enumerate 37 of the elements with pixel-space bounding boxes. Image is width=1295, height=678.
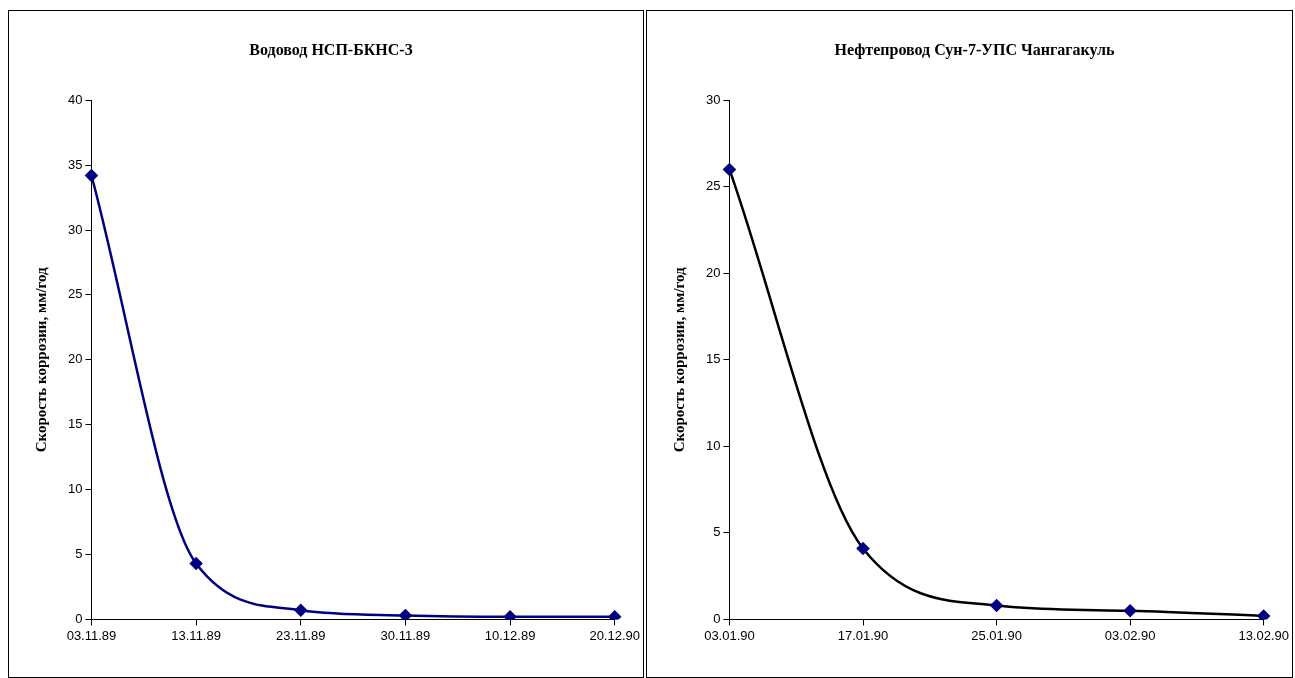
chart-title: Водовод НСП-БКНС-3: [249, 40, 413, 58]
y-tick-label: 0: [713, 610, 721, 626]
y-tick-label: 15: [67, 416, 83, 432]
point: [189, 557, 203, 570]
y-tick-label: 20: [705, 264, 721, 280]
y-axis-title: Скорость коррозии, мм/год: [32, 266, 49, 453]
x-tick-label: 03.01.90: [704, 627, 755, 643]
x-tick-label: 25.01.90: [971, 627, 1022, 643]
y-tick-label: 30: [705, 91, 721, 107]
y-tick-label: 25: [67, 286, 83, 302]
x-tick-label: 17.01.90: [837, 627, 889, 643]
y-tick-label: 30: [67, 221, 83, 237]
x-tick-label: 13.11.89: [171, 627, 221, 643]
x-tick-label: 13.02.90: [1238, 627, 1289, 643]
point: [294, 604, 308, 617]
x-tick-label: 03.02.90: [1104, 627, 1156, 643]
x-tick-label: 03.11.89: [66, 627, 117, 643]
x-tick-label: 30.11.89: [380, 627, 431, 643]
point: [399, 609, 412, 620]
x-tick-label: 20.12.90: [589, 627, 640, 643]
y-tick-label: 5: [75, 546, 83, 562]
y-axis-title: Скорость коррозии, мм/год: [670, 266, 687, 453]
chart-title: Нефтепровод Сун-7-УПС Чангагакуль: [834, 40, 1116, 59]
point: [85, 169, 98, 182]
point: [503, 610, 517, 620]
x-tick-label: 10.12.89: [484, 627, 536, 643]
y-tick-label: 10: [705, 437, 721, 453]
point: [608, 610, 621, 620]
x-tick-label: 23.11.89: [275, 627, 326, 643]
y-tick-label: 5: [713, 524, 721, 540]
y-tick-label: 35: [67, 156, 83, 172]
y-tick-label: 25: [705, 178, 721, 194]
y-tick-label: 20: [67, 351, 83, 367]
y-tick-label: 0: [75, 610, 83, 626]
y-tick-label: 10: [67, 481, 83, 497]
y-tick-label: 15: [705, 351, 721, 367]
y-tick-label: 40: [67, 91, 83, 107]
